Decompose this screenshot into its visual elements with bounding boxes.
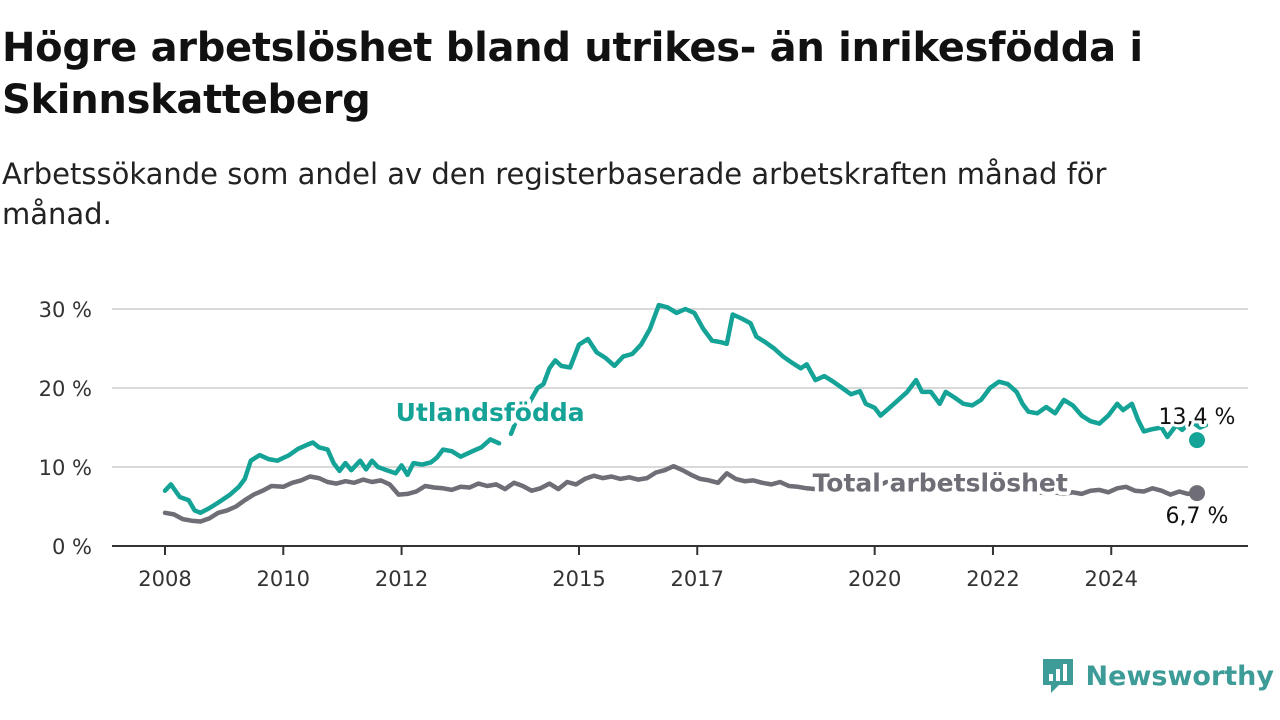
y-tick-label: 20 % bbox=[39, 377, 92, 401]
utlandsfodda-series-label: Utlandsfödda bbox=[396, 398, 585, 427]
total-end-label: 6,7 % bbox=[1166, 504, 1229, 529]
brand-name: Newsworthy bbox=[1085, 660, 1274, 692]
x-tick-label: 2008 bbox=[138, 567, 191, 591]
x-tick-label: 2015 bbox=[552, 567, 605, 591]
utlandsfodda-end-label: 13,4 % bbox=[1159, 405, 1236, 430]
x-tick-label: 2012 bbox=[375, 567, 428, 591]
utlandsfodda-series-line bbox=[162, 437, 502, 516]
y-axis-tick-labels: 0 % 10 % 20 % 30 % bbox=[39, 298, 92, 559]
chart-subtitle: Arbetssökande som andel av den registerb… bbox=[2, 157, 1107, 231]
x-axis: 2008 2010 2012 2015 2017 2020 2022 2024 bbox=[112, 545, 1248, 591]
x-tick-label: 2020 bbox=[848, 567, 901, 591]
x-tick-label: 2022 bbox=[966, 567, 1019, 591]
x-tick-label: 2024 bbox=[1085, 567, 1138, 591]
y-tick-label: 30 % bbox=[39, 298, 92, 322]
series-labels: Utlandsfödda 13,4 % Total arbetslöshet 6,7 … bbox=[392, 394, 1239, 532]
y-tick-label: 10 % bbox=[39, 456, 92, 480]
chart-title: Högre arbetslöshet bland utrikes- än inr… bbox=[2, 25, 1143, 123]
utlandsfodda-end-point bbox=[1189, 432, 1205, 449]
newsworthy-logo-icon bbox=[1042, 659, 1073, 693]
newsworthy-brand: Newsworthy bbox=[1040, 656, 1274, 696]
series-lines bbox=[162, 302, 1209, 524]
gridlines bbox=[112, 308, 1248, 468]
y-tick-label: 0 % bbox=[52, 535, 92, 559]
total-end-point bbox=[1189, 485, 1205, 502]
utlandsfodda-series-line bbox=[508, 302, 1209, 440]
total-series-label: Total arbetslöshet bbox=[813, 468, 1068, 497]
total-series-line bbox=[162, 463, 1200, 524]
x-tick-label: 2017 bbox=[671, 567, 724, 591]
x-tick-label: 2010 bbox=[257, 567, 310, 591]
